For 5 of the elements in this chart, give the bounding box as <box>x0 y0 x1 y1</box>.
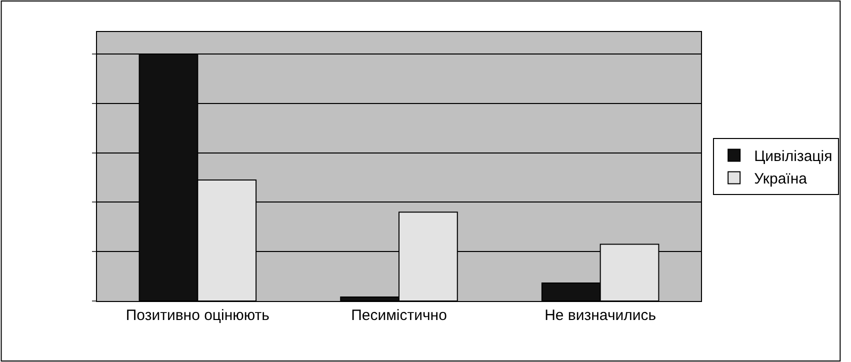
x-tick-label: Позитивно оцінюють <box>126 307 270 324</box>
legend-label: Цивілізація <box>754 148 832 166</box>
x-tick-label: Песимістично <box>351 307 447 324</box>
legend-label: Україна <box>754 170 808 188</box>
x-tick-label: Не визначились <box>544 307 656 324</box>
